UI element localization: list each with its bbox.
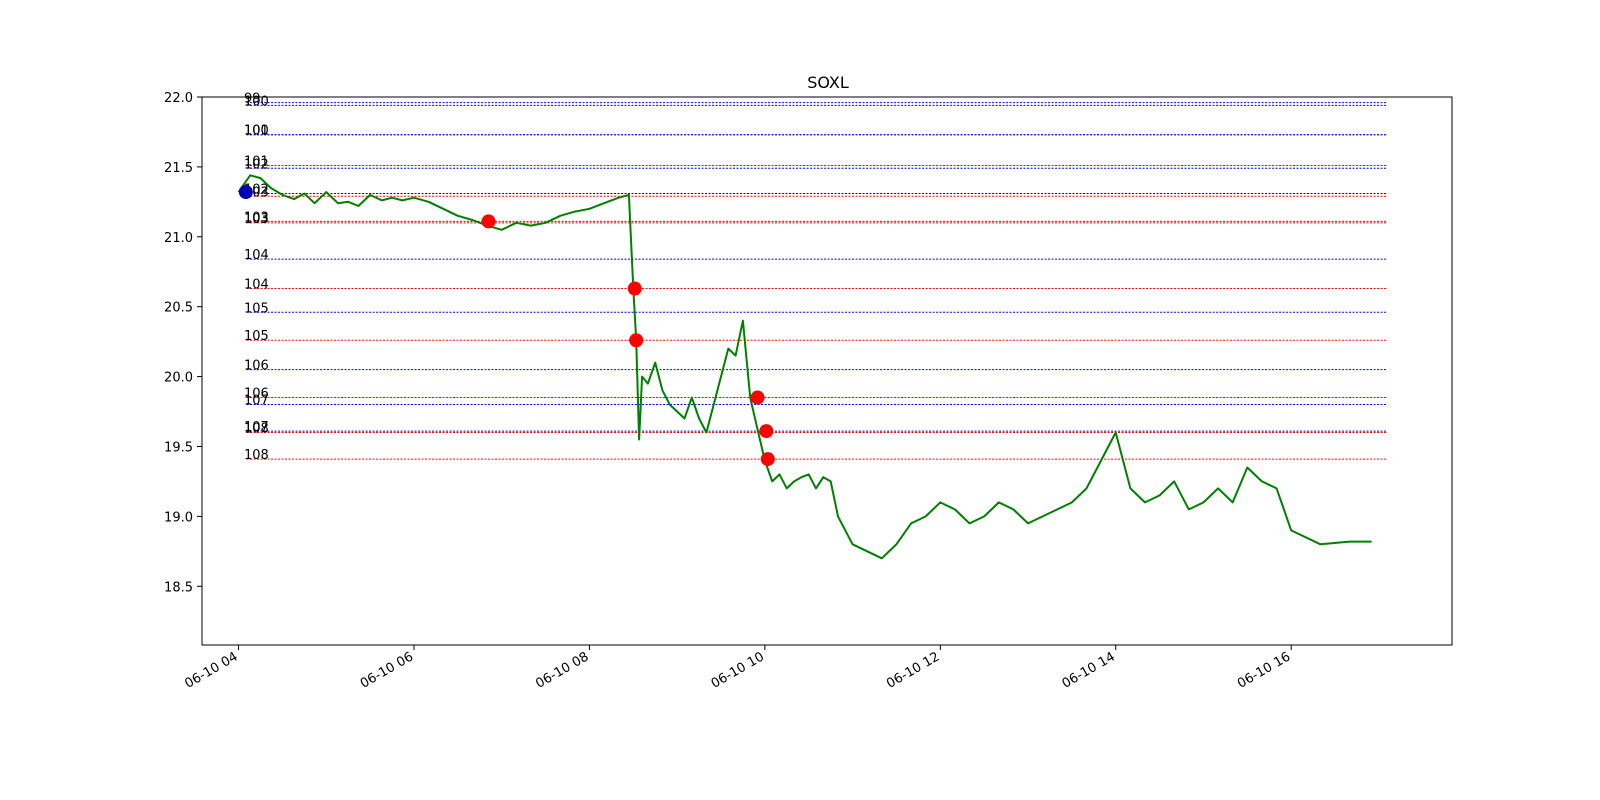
y-tick-label-0: 18.5 (164, 580, 193, 595)
level-label-5: 102 (244, 157, 269, 172)
level-label-9: 103 (244, 212, 269, 227)
y-tick-label-5: 21.0 (164, 231, 193, 246)
price-line (237, 174, 1372, 560)
level-lines (246, 102, 1387, 460)
plot-frame (201, 96, 1453, 646)
y-tick-label-2: 19.5 (164, 440, 193, 455)
level-label-10: 104 (244, 248, 269, 263)
y-tick-label-3: 20.0 (164, 371, 193, 386)
trade-marker-3 (629, 333, 644, 348)
trade-marker-1 (481, 214, 496, 229)
trade-markers (238, 185, 775, 467)
level-label-12: 105 (244, 301, 269, 316)
chart-title: SOXL (807, 73, 849, 92)
level-label-3: 101 (244, 124, 269, 139)
level-label-8: 103 (244, 210, 269, 225)
y-tick-label-1: 19.0 (164, 510, 193, 525)
level-label-11: 104 (244, 278, 269, 293)
y-tick-label-7: 22.0 (164, 91, 193, 106)
level-label-2: 100 (244, 124, 269, 139)
y-tick-label-6: 21.5 (164, 161, 193, 176)
level-label-19: 108 (244, 448, 269, 463)
trade-marker-2 (627, 281, 642, 296)
level-label-13: 105 (244, 329, 269, 344)
level-label-18: 108 (244, 422, 269, 437)
level-label-16: 107 (244, 394, 269, 409)
level-label-17: 107 (244, 420, 269, 435)
trade-marker-0 (238, 185, 253, 200)
level-label-1: 100 (244, 94, 269, 109)
y-axis: 18.5 19.0 19.5 20.0 20.5 21.0 21.5 22.0 (164, 91, 202, 595)
level-label-0: 99 (244, 92, 261, 107)
level-label-14: 106 (244, 359, 269, 374)
trade-marker-4 (750, 390, 765, 405)
level-label-15: 106 (244, 387, 269, 402)
trade-marker-5 (759, 424, 774, 439)
y-tick-label-4: 20.5 (164, 301, 193, 316)
trade-marker-6 (760, 452, 775, 467)
level-label-4: 101 (244, 155, 269, 170)
